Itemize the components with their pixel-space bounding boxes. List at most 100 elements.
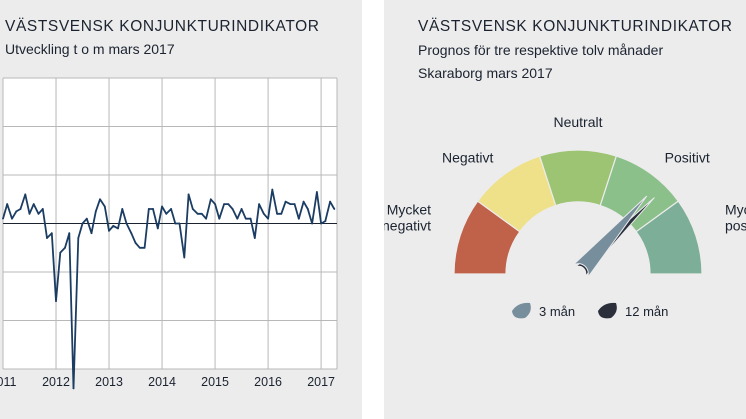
data-point [324, 220, 327, 222]
data-point [205, 217, 207, 220]
data-point [223, 203, 225, 206]
data-point [329, 200, 332, 203]
data-point [41, 208, 44, 210]
data-point [306, 208, 309, 210]
data-point [46, 237, 48, 239]
data-point [218, 217, 221, 220]
gauge-zone-label-1: Negativt [442, 150, 493, 166]
line-chart-panel: VÄSTSVENSK KONJUNKTURINDIKATOR Utvecklin… [0, 0, 362, 419]
data-point [147, 208, 150, 210]
data-point [289, 203, 292, 206]
x-tick-label-6: 2017 [307, 375, 335, 389]
data-point [214, 203, 216, 206]
legend-marker-1 [598, 302, 617, 319]
gauge-chart-subtitle: Prognos för tre respektive tolv månader [418, 42, 664, 58]
data-point [311, 222, 313, 225]
data-point [77, 237, 80, 239]
x-tick-label-1: 2012 [42, 375, 70, 389]
data-point [94, 210, 97, 213]
data-point [302, 200, 305, 203]
data-series-line [2, 188, 336, 390]
data-point [28, 212, 31, 215]
gauge-zone-label-2: Neutralt [553, 114, 602, 130]
data-point [209, 198, 212, 201]
data-point [121, 208, 124, 210]
x-tick-label-2: 2013 [95, 375, 123, 389]
line-chart: 2011 2012 2013 2014 2015 2016 2017 [0, 77, 338, 390]
data-point [81, 222, 84, 225]
data-point [174, 222, 177, 225]
data-point [170, 208, 172, 210]
data-point [178, 222, 181, 225]
data-point [103, 205, 106, 208]
data-point [187, 193, 190, 196]
data-point [37, 212, 40, 215]
gauge-zone-label-0: Mycket [387, 202, 431, 218]
gauge-zone-label-0: negativt [384, 218, 431, 234]
data-point [320, 222, 322, 225]
x-tick-label-5: 2016 [254, 375, 282, 389]
data-point [117, 227, 119, 230]
gauge-zone-4 [635, 200, 703, 275]
data-point [130, 232, 133, 235]
gauge-zone-label-4: positivt [725, 218, 746, 234]
line-chart-subtitle: Utveckling t o m mars 2017 [5, 41, 175, 57]
data-point [2, 217, 4, 220]
data-point [284, 200, 287, 203]
data-point [68, 232, 71, 235]
data-point [85, 217, 88, 220]
data-point [258, 203, 260, 206]
data-point [11, 217, 13, 220]
needle-3-man [570, 195, 648, 281]
data-point [152, 208, 154, 210]
data-point [156, 227, 159, 230]
data-point [6, 203, 9, 206]
data-point [112, 225, 115, 227]
gauge-chart: MycketnegativtNegativtNeutraltPositivtMy… [384, 114, 746, 319]
data-point [267, 217, 269, 220]
data-point [138, 246, 141, 249]
data-point [227, 203, 230, 206]
data-point [293, 203, 296, 206]
data-point [276, 212, 278, 215]
x-tick-label-4: 2015 [201, 375, 229, 389]
gauge-zone-label-3: Positivt [665, 150, 710, 166]
data-point [253, 237, 256, 239]
data-point [108, 229, 110, 232]
data-point [240, 208, 243, 210]
data-point [72, 387, 75, 390]
data-point [191, 208, 194, 210]
gauge-zone-label-4: Mycket [725, 202, 746, 218]
data-point [236, 217, 239, 220]
x-tick-label-0: 2011 [0, 375, 16, 389]
legend-marker-0 [512, 302, 531, 319]
x-tick-label-3: 2014 [148, 375, 176, 389]
gauge-chart-panel: VÄSTSVENSK KONJUNKTURINDIKATOR Prognos f… [384, 0, 746, 419]
data-point [315, 191, 318, 193]
data-point [32, 203, 35, 206]
data-point [161, 205, 163, 208]
data-point [99, 198, 101, 201]
data-point [64, 246, 66, 249]
data-point [50, 232, 53, 235]
data-point [165, 212, 168, 215]
legend-label-1: 12 mån [625, 304, 668, 319]
data-point [262, 212, 265, 215]
legend-label-0: 3 mån [539, 304, 575, 319]
data-point [90, 232, 93, 235]
line-chart-title: VÄSTSVENSK KONJUNKTURINDIKATOR [5, 18, 320, 35]
data-point [125, 222, 128, 225]
data-point [55, 300, 57, 302]
data-point [297, 217, 300, 220]
data-point [143, 246, 146, 249]
data-point [196, 212, 199, 215]
data-point [200, 212, 203, 215]
data-point [183, 256, 186, 259]
gauge-chart-subtitle-2: Skaraborg mars 2017 [418, 65, 553, 81]
data-point [59, 251, 62, 254]
data-point [134, 242, 137, 244]
data-point [280, 212, 283, 215]
data-point [249, 217, 252, 220]
data-point [19, 208, 22, 210]
data-point [244, 217, 247, 220]
